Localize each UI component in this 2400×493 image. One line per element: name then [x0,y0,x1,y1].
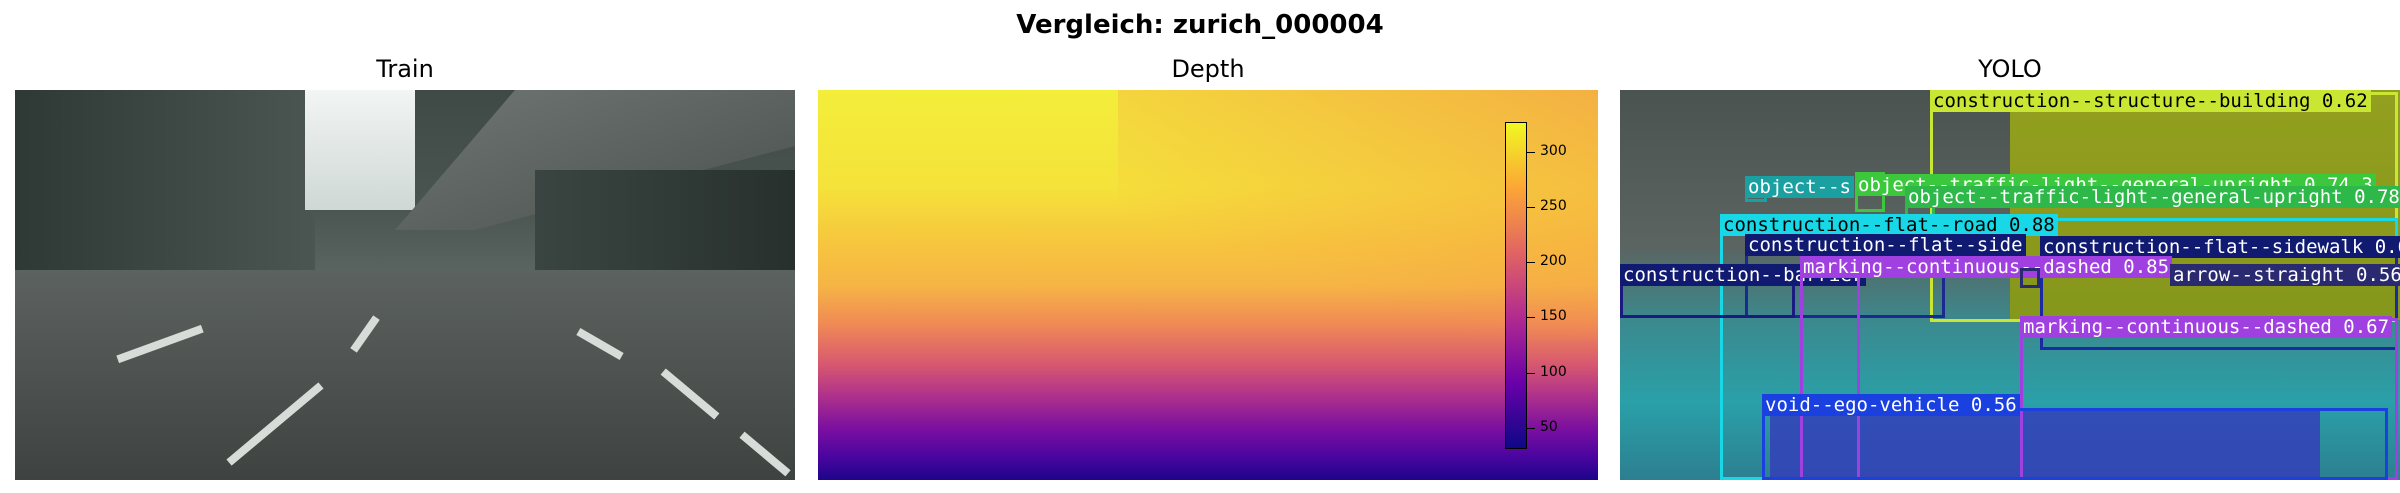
colorbar-tick-label: 250 [1540,198,1567,214]
yolo-panel-title: YOLO [1978,55,2042,83]
colorbar-tick [1527,373,1535,374]
colorbar-tick [1527,428,1535,429]
detection-label: object--s [1745,176,1854,198]
colorbar-tick-label: 100 [1540,364,1567,380]
sky-area [305,90,415,210]
colorbar-tick-label: 150 [1540,308,1567,324]
depth-image [818,90,1598,480]
detection-box [1762,408,2388,480]
colorbar-tick [1527,207,1535,208]
colorbar-tick-label: 300 [1540,143,1567,159]
detection-label: marking--continuous--dashed 0.67 [2020,316,2393,338]
ego-vehicle-mask [1770,410,2320,480]
detection-label: construction--flat--side [1745,234,2026,256]
detection-label: void--ego-vehicle 0.56 [1762,394,2020,416]
depth-colorbar [1505,122,1527,449]
yolo-image: construction--structure--building 0.62 o… [1620,90,2400,480]
colorbar-tick-label: 200 [1540,253,1567,269]
detection-label: construction--flat--sidewalk 0.67 [2040,236,2400,258]
building-left [15,90,315,290]
detection-label: arrow--straight 0.56 [2170,264,2400,286]
detection-label: construction--structure--building 0.62 [1930,90,2371,112]
colorbar-tick [1527,152,1535,153]
colorbar-tick [1527,262,1535,263]
colorbar-tick [1527,317,1535,318]
depth-panel-title: Depth [1171,55,1245,83]
detection-label: object--traffic-light--general-upright 0… [1905,186,2400,208]
detection-box [2020,268,2040,288]
detection-label: marking--continuous--dashed 0.85 [1800,256,2173,278]
train-image [15,90,795,480]
colorbar-tick-label: 50 [1540,419,1558,435]
train-panel-title: Train [376,55,434,83]
figure-title: Vergleich: zurich_000004 [1016,10,1384,40]
detection-label: construction--flat--road 0.88 [1720,214,2058,236]
road-surface [15,270,795,480]
